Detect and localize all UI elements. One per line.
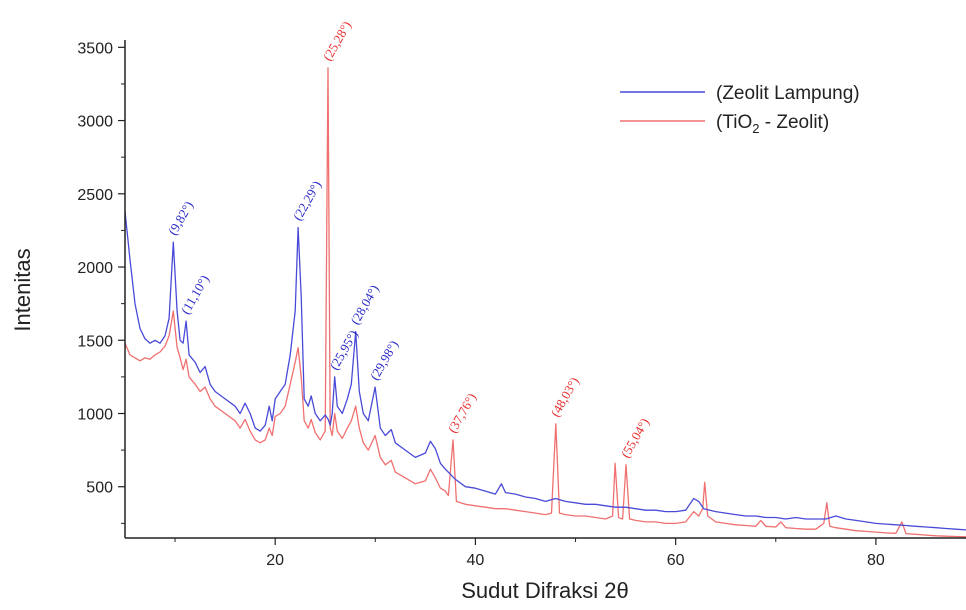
- series-layer: [124, 67, 966, 538]
- peak-label: (25,28°): [320, 18, 355, 63]
- legend-label-tio2-subscript: 2: [752, 121, 759, 136]
- y-tick-label: 1500: [77, 333, 113, 350]
- y-axis-title: Intenitas: [10, 248, 35, 331]
- axes: [124, 40, 966, 539]
- legend: (Zeolit Lampung) (TiO2 - Zeolit): [620, 83, 860, 136]
- y-tick-label: 3500: [77, 40, 113, 57]
- x-axis-title: Sudut Difraksi 2θ: [461, 578, 629, 603]
- peak-label: (55,04°): [618, 415, 653, 460]
- series-line-zeolit-lampung: [124, 211, 966, 531]
- series-line-tio2-zeolit: [124, 67, 966, 538]
- y-tick-label: 2500: [77, 187, 113, 204]
- legend-label-tio2-prefix: (TiO: [716, 112, 752, 133]
- x-tick-label: 20: [266, 552, 284, 569]
- peak-label: (11,10°): [178, 272, 212, 316]
- x-tick-label: 60: [667, 552, 685, 569]
- legend-label-zeolit-lampung: (Zeolit Lampung): [716, 83, 860, 104]
- y-tick-label: 500: [86, 480, 113, 497]
- peak-label: (48,03°): [547, 374, 582, 419]
- peak-label: (9,82°): [165, 198, 196, 237]
- peak-label: (28,04°): [347, 282, 382, 327]
- peak-label: (22,29°): [290, 178, 325, 223]
- x-tick-label: 40: [467, 552, 485, 569]
- legend-label-tio2-suffix: - Zeolit): [759, 112, 829, 133]
- legend-label-tio2-zeolit: (TiO2 - Zeolit): [716, 112, 829, 136]
- ticks: 500 1000 1500 2000 2500 3000 3500 20 40 60 80: [77, 40, 884, 569]
- peak-label: (29,98°): [367, 338, 402, 383]
- x-tick-label: 80: [867, 552, 885, 569]
- peak-annotations: (9,82°)(11,10°)(22,29°)(25,28°)(25,95°)(…: [165, 18, 652, 460]
- peak-label: (37,76°): [445, 391, 480, 436]
- peak-label: (25,95°): [326, 328, 361, 373]
- y-tick-label: 3000: [77, 114, 113, 131]
- y-tick-label: 1000: [77, 407, 113, 424]
- y-tick-label: 2000: [77, 260, 113, 277]
